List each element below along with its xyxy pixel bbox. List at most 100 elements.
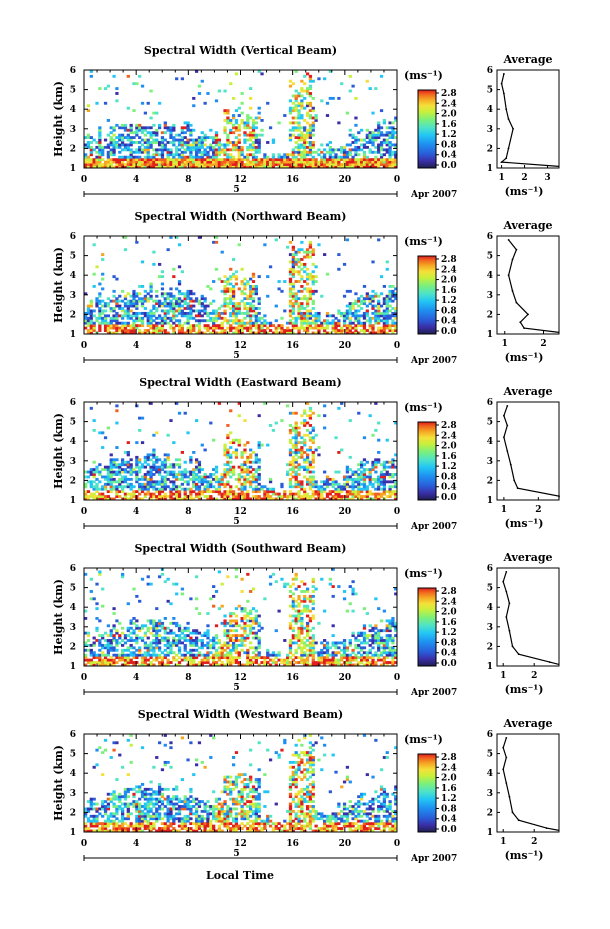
heatmap-cell (323, 165, 327, 169)
heatmap-cell (143, 485, 147, 489)
heatmap-cell (234, 331, 239, 335)
heatmap-cell (251, 121, 256, 125)
heatmap-cell (246, 465, 250, 469)
heatmap-cell (177, 165, 182, 169)
heatmap-cell (101, 446, 105, 449)
heatmap-cell (371, 260, 375, 264)
heatmap-cell (206, 158, 210, 162)
heatmap-cell (186, 321, 190, 325)
heatmap-cell (129, 324, 133, 328)
heatmap-cell (203, 448, 207, 452)
heatmap-cell (303, 433, 307, 437)
heatmap-cell (109, 497, 113, 501)
heatmap-cell (257, 629, 261, 633)
heatmap-cell (229, 119, 233, 122)
heatmap-cell (186, 289, 190, 293)
heatmap-cell (394, 292, 398, 296)
heatmap-cell (157, 101, 162, 105)
heatmap-cell (172, 480, 176, 484)
heatmap-cell (95, 656, 99, 660)
heatmap-cell (152, 111, 156, 115)
heatmap-cell (101, 634, 105, 637)
heatmap-cell (385, 326, 389, 330)
heatmap-cell (234, 119, 239, 122)
heatmap-cell (331, 495, 335, 498)
heatmap-cell (163, 314, 167, 318)
heatmap-cell (203, 319, 207, 323)
heatmap-cell (237, 163, 241, 166)
heatmap-cell (123, 321, 128, 325)
heatmap-cell (234, 568, 239, 571)
heatmap-cell (155, 431, 159, 435)
heatmap-cell (183, 646, 187, 650)
heatmap-cell (95, 607, 99, 611)
heatmap-cell (120, 136, 125, 139)
heatmap-cell (223, 297, 227, 301)
heatmap-cell (377, 460, 381, 464)
heatmap-cell (86, 490, 91, 494)
heatmap-cell (257, 143, 261, 147)
heatmap-cell (308, 160, 313, 164)
heatmap-cell (266, 661, 270, 664)
heatmap-cell (257, 70, 261, 73)
heatmap-cell (229, 658, 233, 662)
heatmap-cell (305, 470, 310, 474)
heatmap-cell (263, 314, 267, 318)
heatmap-cell (140, 128, 145, 132)
heatmap-cell (388, 473, 392, 476)
heatmap-cell (385, 490, 389, 494)
heatmap-cell (391, 299, 395, 303)
heatmap-cell (251, 495, 256, 498)
heatmap-cell (155, 329, 159, 332)
heatmap-cell (194, 163, 199, 166)
average-profile-point (505, 108, 508, 111)
heatmap-cell (354, 116, 358, 120)
heatmap-cell (103, 314, 108, 318)
heatmap-cell (394, 324, 398, 328)
heatmap-cell (163, 165, 167, 169)
heatmap-cell (303, 497, 307, 501)
heatmap-cell (308, 482, 313, 486)
heatmap-cell (175, 621, 179, 625)
heatmap-cell (146, 163, 150, 166)
heatmap-cell (212, 585, 216, 588)
heatmap-cell (325, 143, 330, 147)
heatmap-cell (172, 487, 176, 491)
heatmap-cell (172, 307, 176, 310)
heatmap-cell (229, 653, 233, 657)
heatmap-cell (240, 150, 244, 154)
heatmap-cell (101, 163, 105, 166)
heatmap-cell (254, 661, 258, 664)
heatmap-cell (180, 77, 184, 81)
heatmap-cell (166, 636, 170, 640)
heatmap-cell (209, 485, 213, 489)
heatmap-cell (374, 138, 378, 142)
heatmap-cell (112, 299, 116, 303)
heatmap-cell (291, 153, 295, 157)
heatmap-cell (152, 304, 156, 308)
heatmap-cell (203, 634, 207, 637)
heatmap-cell (268, 487, 273, 491)
heatmap-cell (294, 426, 298, 430)
heatmap-cell (155, 631, 159, 635)
heatmap-cell (149, 126, 153, 130)
heatmap-cell (268, 165, 273, 169)
heatmap-cell (234, 321, 239, 325)
heatmap-cell (266, 663, 270, 667)
heatmap-cell (101, 661, 105, 664)
x-tick-label: 8 (185, 507, 191, 517)
heatmap-cell (240, 267, 244, 271)
panel-title: Spectral Width (Southward Beam) (134, 542, 346, 555)
heatmap-cell (189, 490, 193, 494)
heatmap-cell (194, 636, 199, 640)
heatmap-cell (126, 133, 130, 137)
heatmap-cell (385, 158, 389, 162)
heatmap-cell (323, 487, 327, 491)
heatmap-cell (243, 123, 247, 127)
heatmap-cell (263, 656, 267, 660)
heatmap-cell (112, 74, 116, 78)
heatmap-cell (317, 77, 321, 81)
heatmap-cell (123, 148, 128, 152)
heatmap-cell (92, 641, 96, 645)
heatmap-cell (334, 331, 338, 335)
